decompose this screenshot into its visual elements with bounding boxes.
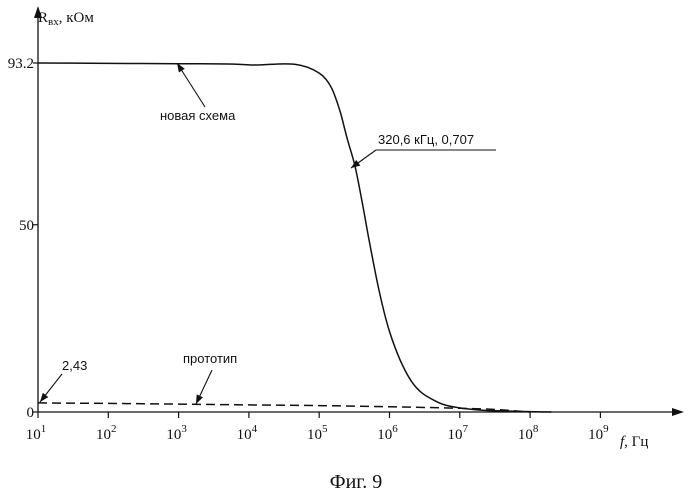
x-tick-base: 10	[166, 427, 181, 443]
x-tick-exp: 3	[181, 423, 187, 435]
x-tick-label: 101	[26, 423, 47, 443]
series-layer	[38, 63, 551, 412]
y-axis-label-base: R	[38, 10, 48, 26]
y-axis-label: Rвх, кОм	[38, 10, 94, 28]
annotation-prototype-label: прототип	[183, 351, 237, 366]
x-tick-exp: 6	[392, 423, 398, 435]
annotation-start-value-label: 2,43	[62, 358, 87, 373]
y-tick-label: 93.2	[8, 56, 34, 72]
x-tick-exp: 5	[322, 423, 328, 435]
axes	[34, 6, 684, 416]
x-tick-label: 107	[448, 423, 469, 443]
annotation-layer: новая схема 320,6 кГц, 0,707 прототип 2,43	[40, 63, 496, 404]
x-tick-base: 10	[96, 427, 111, 443]
x-tick-base: 10	[26, 427, 41, 443]
y-axis-label-sub: вх	[48, 16, 59, 28]
x-tick-label: 105	[307, 423, 328, 443]
x-axis-label: f, Гц	[620, 434, 648, 450]
x-tick-label: 108	[518, 423, 539, 443]
x-tick-label: 109	[588, 423, 609, 443]
x-axis-label-unit: , Гц	[624, 434, 648, 450]
x-tick-exp: 4	[252, 423, 258, 435]
x-tick-base: 10	[518, 427, 533, 443]
x-tick-exp: 2	[111, 423, 117, 435]
y-ticks: 0 50 93.2	[8, 56, 38, 421]
x-tick-exp: 7	[463, 423, 469, 435]
x-axis-arrow	[672, 408, 684, 416]
annotation-start-value-arrow-head	[40, 393, 48, 402]
x-tick-label: 103	[166, 423, 187, 443]
x-tick-label: 104	[237, 423, 258, 443]
x-tick-base: 10	[588, 427, 603, 443]
x-tick-exp: 8	[533, 423, 539, 435]
x-tick-base: 10	[237, 427, 252, 443]
y-tick-label: 50	[19, 218, 34, 234]
x-tick-label: 106	[377, 423, 398, 443]
y-tick-label: 0	[27, 405, 35, 421]
annotation-new-scheme-label: новая схема	[160, 108, 236, 123]
x-tick-exp: 9	[603, 423, 609, 435]
annotation-cutoff-arrow-head	[351, 160, 360, 168]
series-line-new-scheme	[38, 63, 551, 412]
x-tick-base: 10	[448, 427, 463, 443]
y-axis-label-unit: , кОм	[59, 10, 95, 26]
x-tick-label: 102	[96, 423, 117, 443]
x-tick-base: 10	[377, 427, 392, 443]
x-tick-exp: 1	[41, 423, 47, 435]
x-ticks: 101102103104105106107108109	[26, 412, 609, 443]
annotation-cutoff-label: 320,6 кГц, 0,707	[378, 132, 474, 147]
x-tick-base: 10	[307, 427, 322, 443]
annotation-prototype-arrow-head	[196, 394, 203, 404]
figure-caption: Фиг. 9	[330, 471, 382, 493]
